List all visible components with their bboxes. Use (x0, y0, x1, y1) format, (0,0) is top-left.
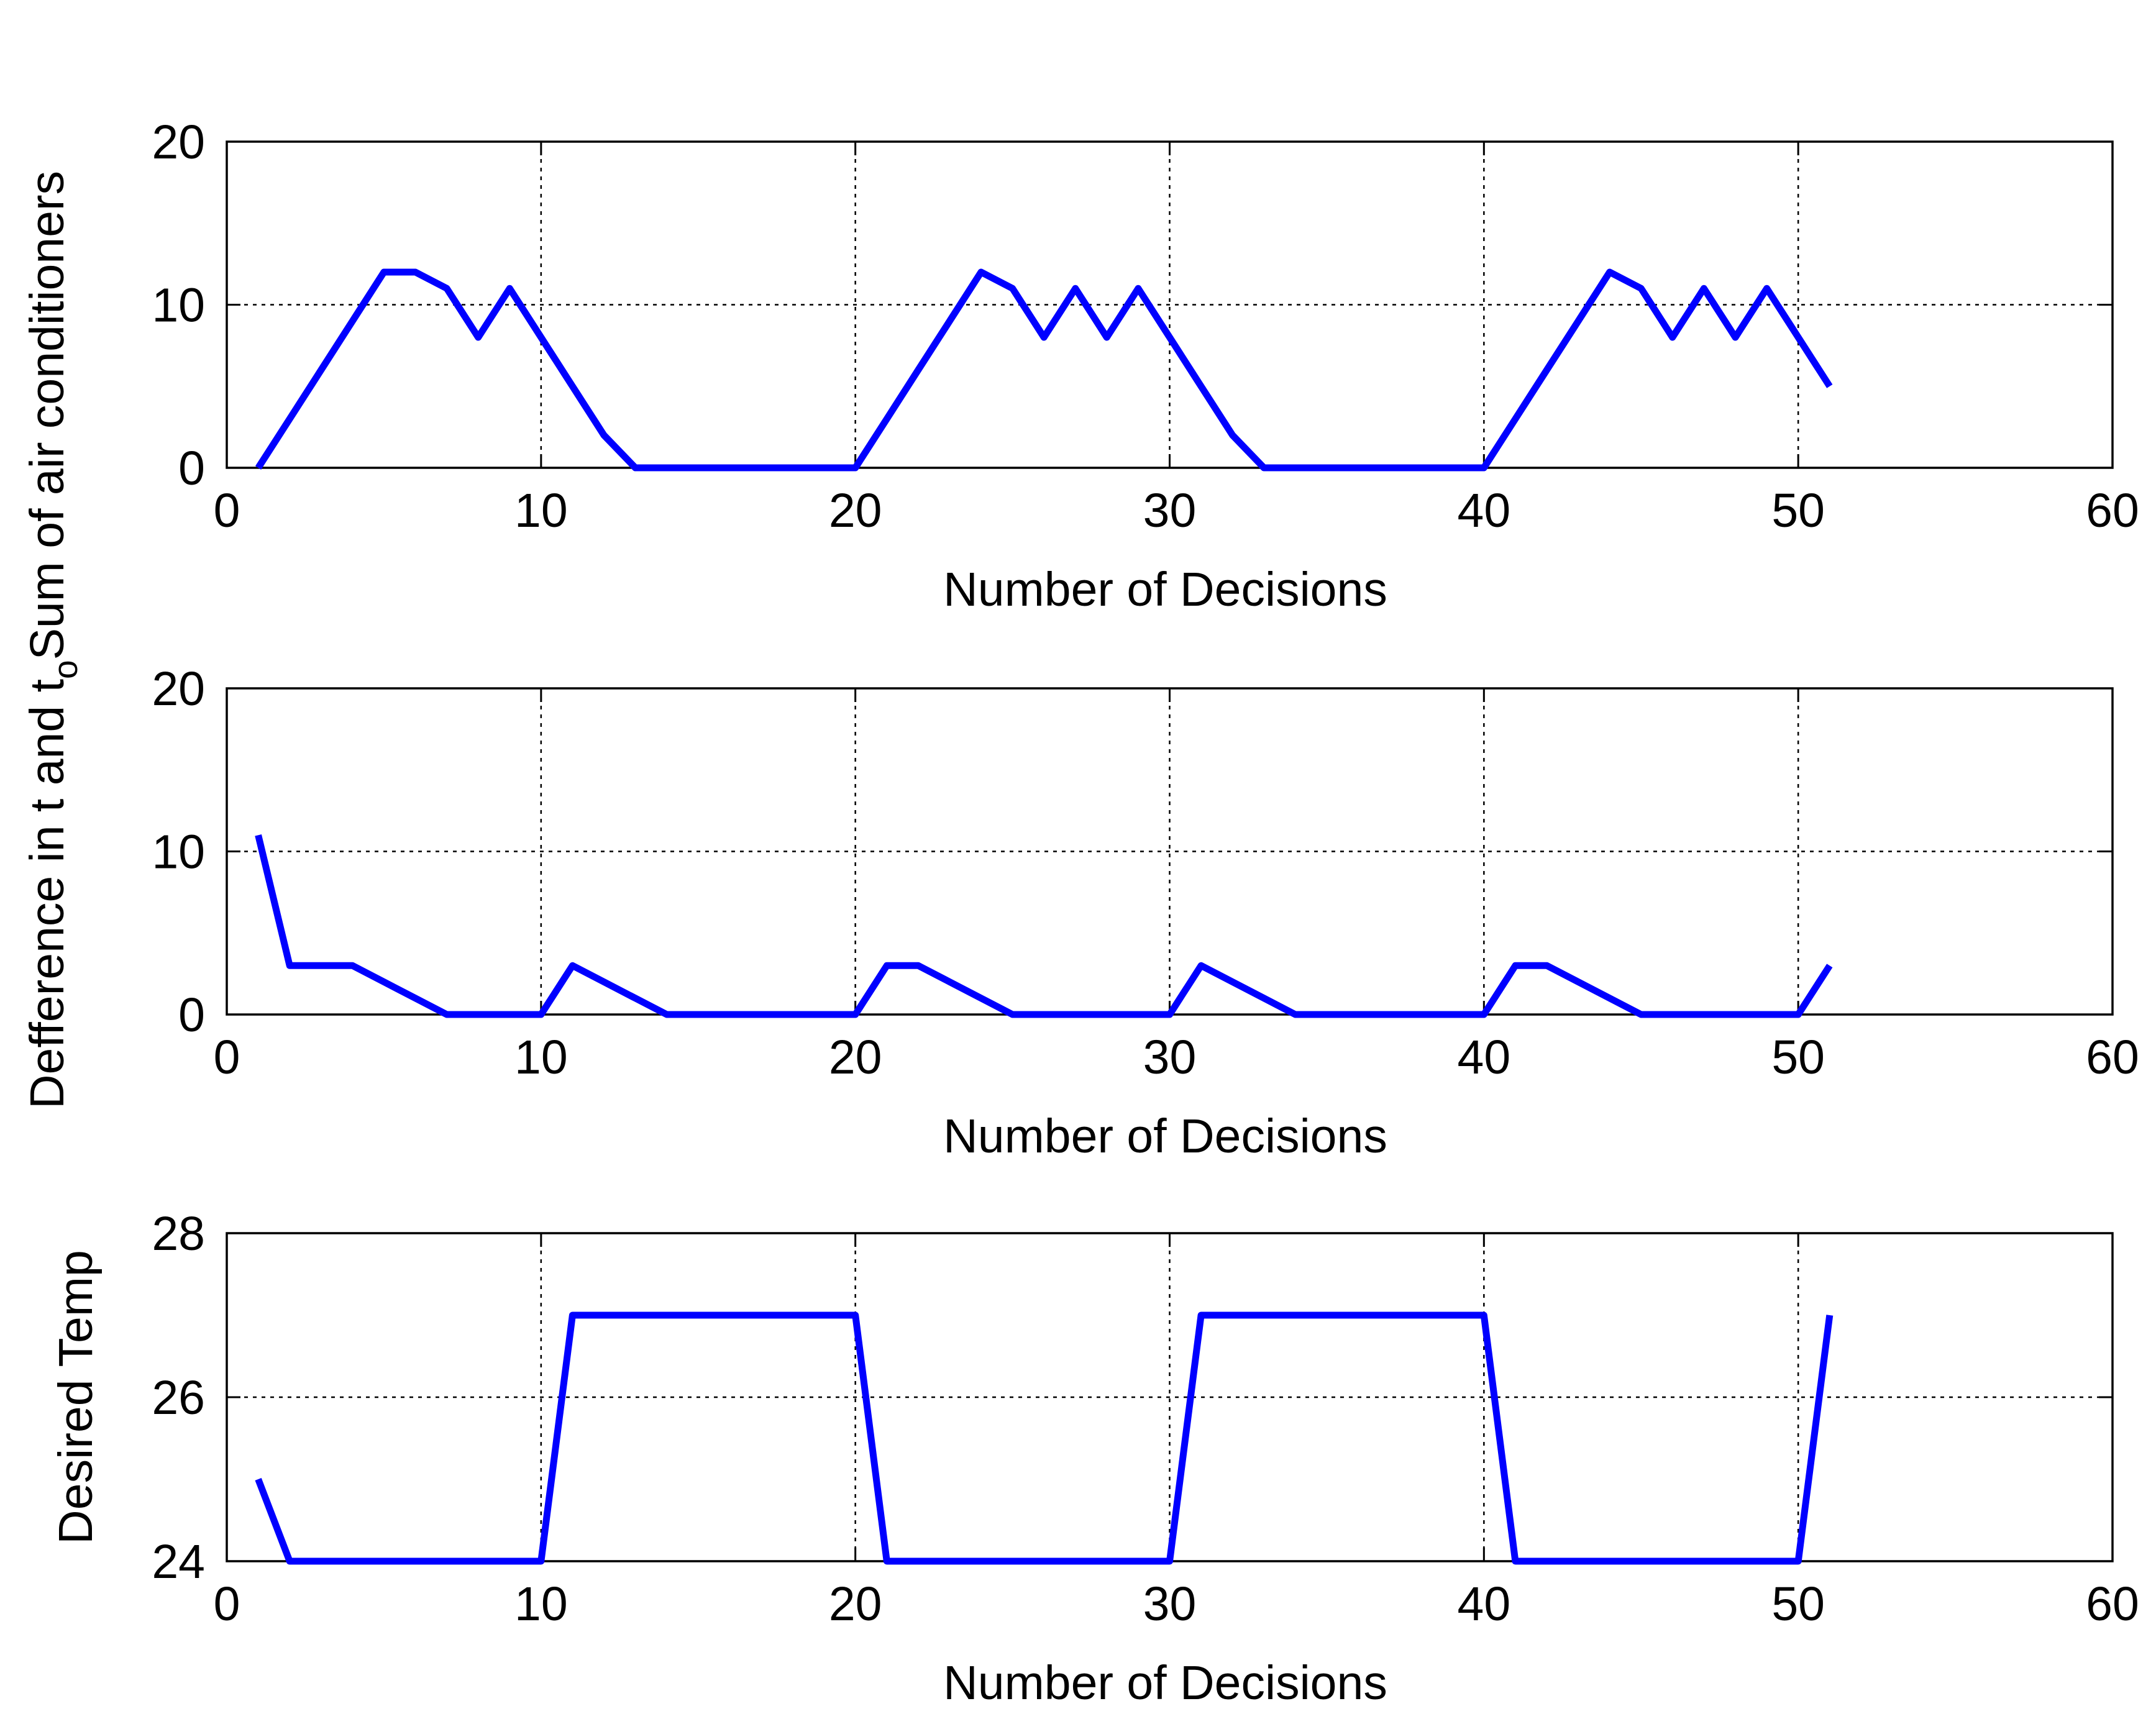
x-tick-label: 50 (1771, 484, 1825, 537)
y-tick-label: 0 (178, 442, 205, 495)
y-tick-label: 10 (152, 279, 205, 332)
subplot-1: 0 10 20 30 40 50 60 0 10 20 Number of Decisions (152, 116, 2139, 616)
x-tick-label: 40 (1458, 1031, 1511, 1084)
x-axis-label: Number of Decisions (943, 1656, 1387, 1710)
y-tick-label: 24 (152, 1535, 205, 1589)
y-tick-label: 26 (152, 1371, 205, 1425)
y-axis-label-sum-and-difference: Defference in t and toSum of air conditi… (21, 171, 85, 1109)
x-tick-label: 30 (1143, 1031, 1197, 1084)
axes-frame (226, 140, 2114, 469)
x-tick-label: 10 (514, 1031, 568, 1084)
y-tick-label: 10 (152, 826, 205, 879)
data-series-line (255, 834, 1833, 1018)
data-series-line (255, 1311, 1834, 1565)
x-axis-label: Number of Decisions (943, 563, 1387, 616)
x-tick-label: 50 (1771, 1031, 1825, 1084)
ylabel-difference-text: Defference in t and t (21, 679, 74, 1109)
x-tick-label: 20 (829, 1577, 882, 1631)
x-tick-label: 60 (2086, 484, 2139, 537)
x-tick-label: 10 (514, 484, 568, 537)
y-tick-label: 28 (152, 1207, 205, 1261)
x-tick-label: 60 (2086, 1031, 2139, 1084)
x-tick-label: 0 (214, 1031, 240, 1084)
data-series-line (255, 268, 1833, 472)
x-tick-label: 0 (214, 1577, 240, 1631)
x-axis-label: Number of Decisions (943, 1110, 1387, 1163)
subplot-2: 0 10 20 30 40 50 60 0 10 20 Number of Decisions (152, 662, 2139, 1163)
x-tick-label: 20 (829, 484, 882, 537)
x-tick-label: 20 (829, 1031, 882, 1084)
y-tick-label: 20 (152, 662, 205, 716)
y-axis-label: Desired Temp (49, 1250, 103, 1544)
x-tick-label: 10 (514, 1577, 568, 1631)
x-tick-label: 40 (1458, 1577, 1511, 1631)
x-tick-label: 0 (214, 484, 240, 537)
x-tick-label: 30 (1143, 1577, 1197, 1631)
ylabel-sum-text: Sum of air conditioners (21, 171, 74, 660)
ylabel-subscript: o (46, 660, 85, 679)
x-tick-label: 60 (2086, 1577, 2139, 1631)
y-tick-label: 20 (152, 116, 205, 169)
x-tick-label: 30 (1143, 484, 1197, 537)
y-tick-label: 0 (178, 988, 205, 1042)
subplot-3: 0 10 20 30 40 50 60 24 26 28 Number of Decisions De… (49, 1207, 2139, 1710)
x-tick-label: 50 (1771, 1577, 1825, 1631)
x-tick-label: 40 (1458, 484, 1511, 537)
